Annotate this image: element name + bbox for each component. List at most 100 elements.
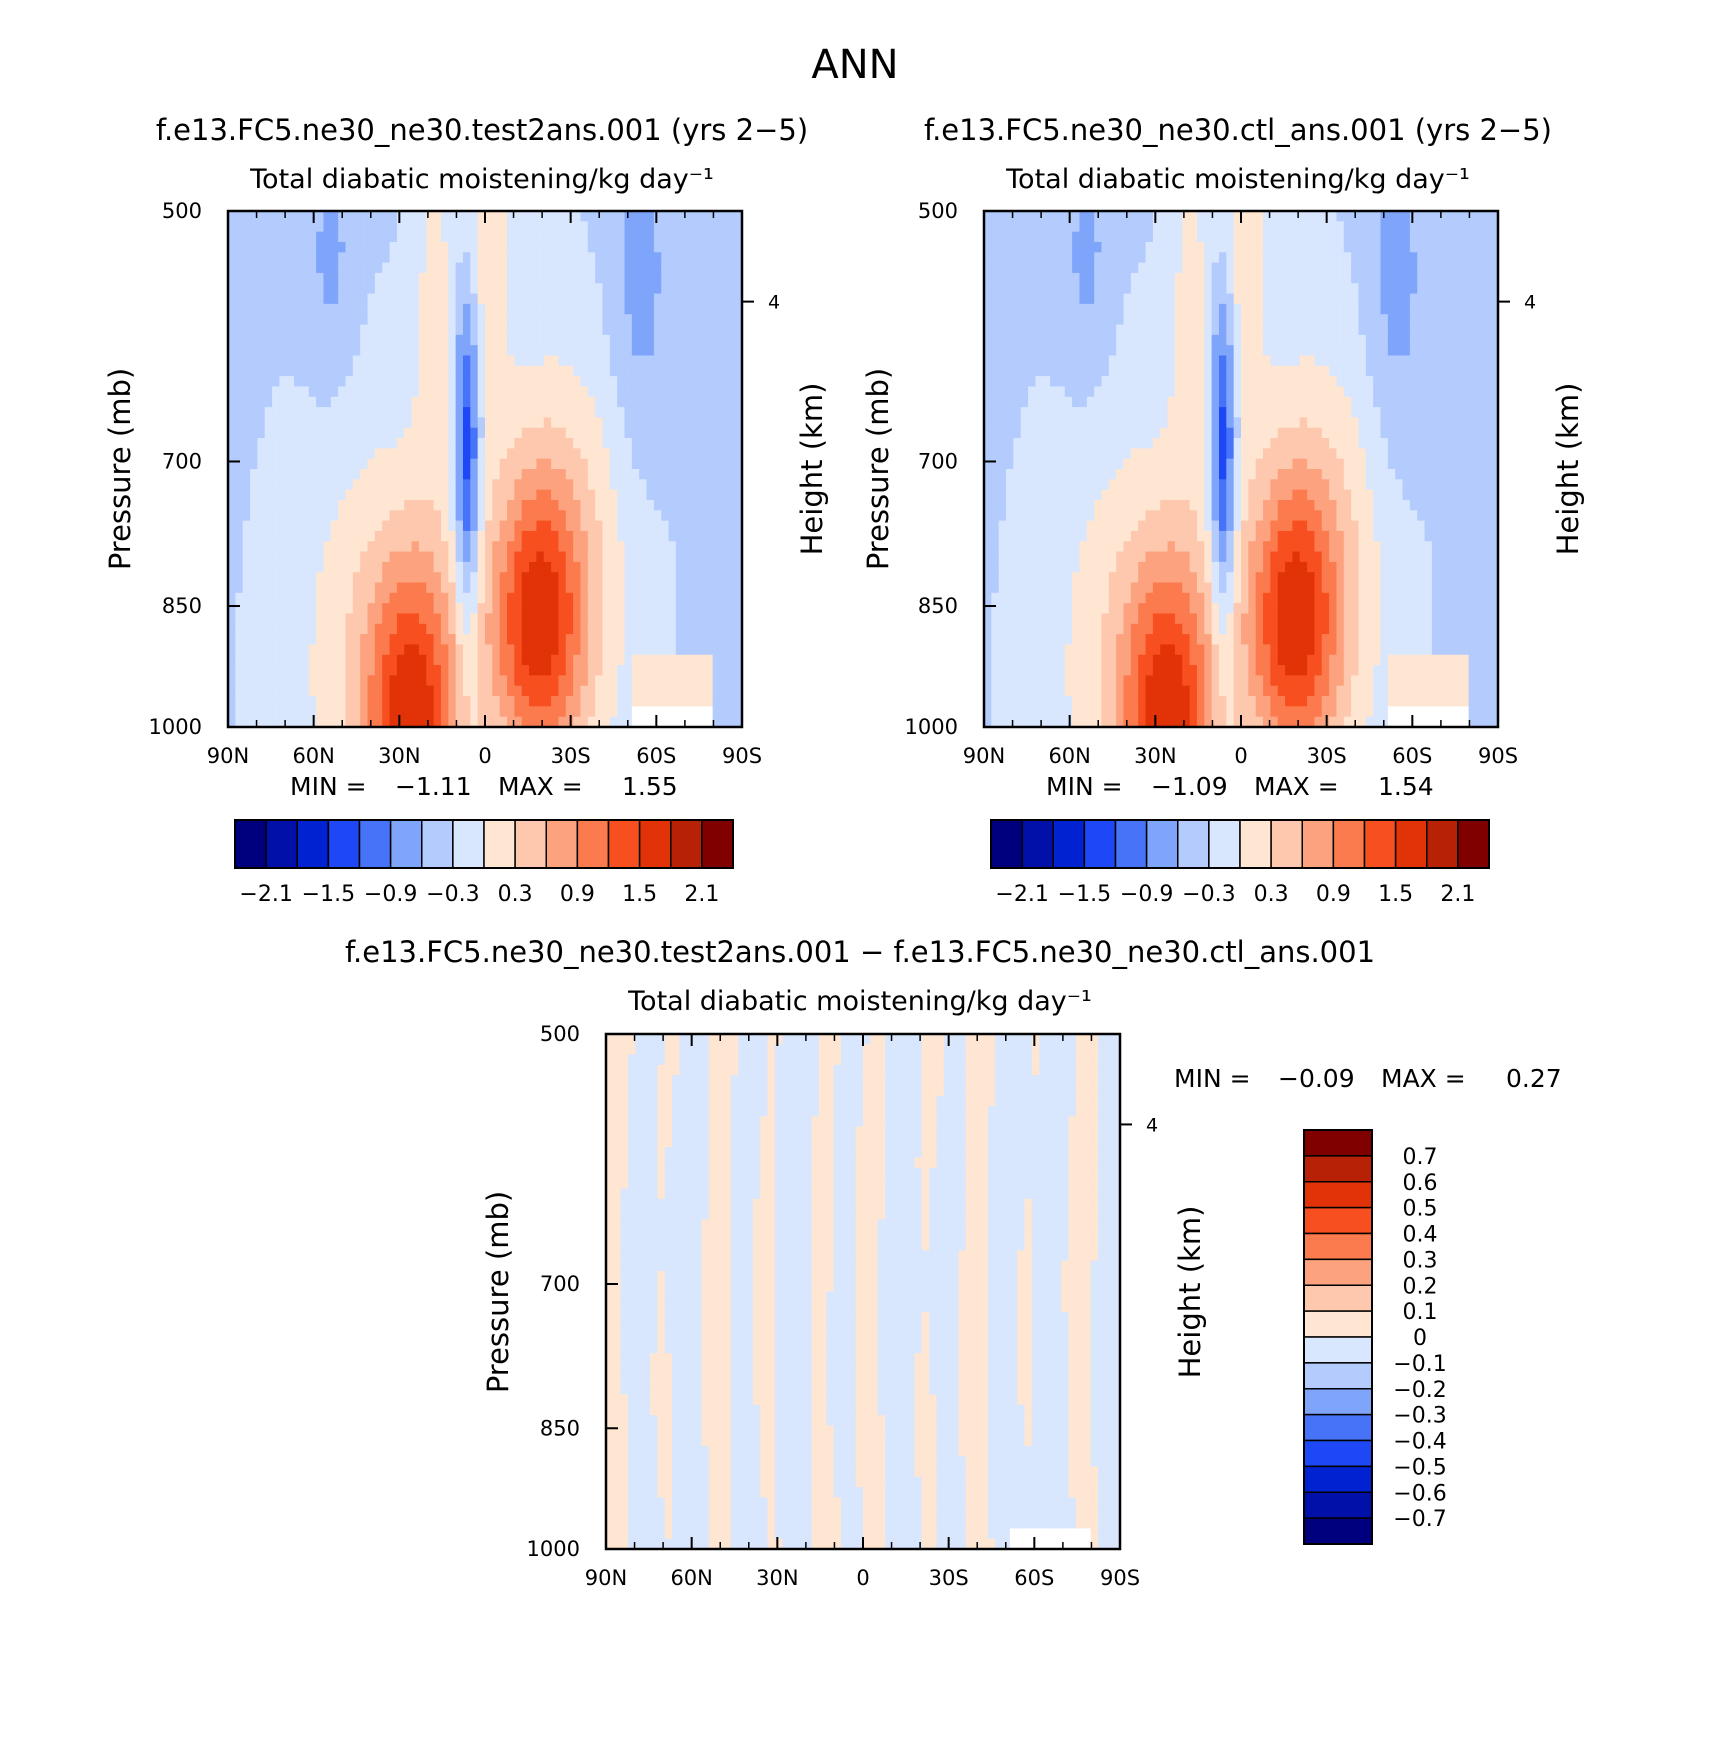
field-cell bbox=[462, 716, 471, 728]
field-cell bbox=[308, 283, 317, 295]
field-cell bbox=[1145, 345, 1154, 357]
field-cell bbox=[250, 355, 258, 367]
field-cell bbox=[991, 314, 1000, 326]
field-cell bbox=[580, 654, 589, 666]
field-cell bbox=[1417, 324, 1426, 336]
field-cell bbox=[1123, 252, 1132, 264]
field-cell bbox=[668, 211, 677, 222]
field-cell bbox=[1424, 293, 1433, 305]
field-cell bbox=[734, 417, 743, 429]
field-cell bbox=[492, 303, 501, 315]
field-cell bbox=[1329, 324, 1338, 336]
field-cell bbox=[536, 417, 545, 429]
field-cell bbox=[433, 489, 442, 501]
field-cell bbox=[257, 592, 266, 604]
field-cell bbox=[418, 665, 427, 676]
field-cell bbox=[1431, 334, 1440, 346]
field-cell bbox=[609, 685, 618, 697]
field-cell bbox=[1108, 407, 1117, 418]
field-cell bbox=[257, 231, 266, 243]
field-cell bbox=[1167, 365, 1176, 377]
field-cell bbox=[1028, 355, 1036, 367]
field-cell bbox=[1365, 355, 1374, 367]
field-cell bbox=[455, 572, 464, 584]
field-cell bbox=[1461, 272, 1470, 284]
field-cell bbox=[492, 211, 501, 222]
field-cell bbox=[690, 530, 699, 542]
field-cell bbox=[690, 634, 699, 646]
colorbar-box bbox=[296, 819, 330, 869]
field-cell bbox=[624, 438, 633, 449]
field-cell bbox=[367, 675, 376, 687]
field-cell bbox=[448, 716, 457, 728]
field-cell bbox=[1409, 386, 1418, 398]
field-cell bbox=[330, 675, 339, 687]
field-cell bbox=[485, 572, 493, 584]
field-cell bbox=[1116, 365, 1125, 377]
field-cell bbox=[558, 386, 567, 398]
field-cell bbox=[712, 510, 721, 522]
field-cell bbox=[418, 499, 427, 511]
field-cell bbox=[1108, 283, 1117, 295]
field-cell bbox=[1417, 376, 1426, 388]
field-cell bbox=[448, 314, 457, 326]
field-cell bbox=[602, 211, 611, 222]
field-cell bbox=[631, 561, 640, 573]
field-cell bbox=[455, 644, 464, 656]
field-cell bbox=[1321, 334, 1330, 346]
field-cell bbox=[448, 582, 457, 594]
field-cell bbox=[1189, 355, 1198, 367]
field-cell bbox=[367, 634, 376, 646]
field-cell bbox=[573, 272, 582, 284]
field-cell bbox=[330, 541, 339, 553]
field-cell bbox=[396, 241, 405, 253]
field-cell bbox=[242, 324, 251, 336]
field-cell bbox=[727, 386, 736, 398]
field-cell bbox=[1329, 211, 1338, 222]
field-cell bbox=[536, 427, 545, 439]
field-cell bbox=[330, 283, 339, 295]
field-cell bbox=[286, 561, 295, 573]
field-cell bbox=[727, 376, 736, 388]
field-cell bbox=[529, 427, 537, 439]
field-cell bbox=[235, 314, 244, 326]
field-cell bbox=[352, 572, 361, 584]
field-cell bbox=[529, 221, 537, 233]
field-cell bbox=[1402, 314, 1411, 326]
field-cell bbox=[1057, 334, 1066, 346]
field-cell bbox=[396, 520, 405, 532]
field-cell bbox=[294, 551, 303, 563]
field-cell bbox=[455, 417, 464, 429]
field-cell bbox=[668, 365, 677, 377]
field-cell bbox=[433, 448, 442, 460]
field-cell bbox=[323, 654, 332, 666]
field-cell bbox=[543, 685, 552, 697]
field-cell bbox=[631, 469, 640, 480]
field-cell bbox=[264, 582, 273, 594]
field-cell bbox=[1343, 293, 1352, 305]
field-cell bbox=[587, 706, 596, 718]
field-cell bbox=[242, 696, 251, 707]
field-cell bbox=[1387, 262, 1396, 274]
field-cell bbox=[1277, 324, 1286, 336]
field-cell bbox=[228, 592, 236, 604]
field-cell bbox=[411, 716, 420, 728]
field-cell bbox=[308, 386, 317, 398]
field-cell bbox=[477, 582, 486, 594]
field-cell bbox=[536, 303, 545, 315]
field-cell bbox=[719, 221, 728, 233]
field-cell bbox=[257, 654, 266, 666]
field-cell bbox=[573, 685, 582, 697]
field-cell bbox=[1196, 376, 1205, 388]
field-cell bbox=[507, 716, 515, 728]
field-cell bbox=[1395, 241, 1404, 253]
field-cell bbox=[653, 561, 662, 573]
field-cell bbox=[1094, 252, 1103, 264]
field-cell bbox=[455, 458, 464, 470]
field-cell bbox=[719, 510, 728, 522]
field-cell bbox=[646, 592, 655, 604]
field-cell bbox=[1248, 231, 1257, 243]
field-cell bbox=[1116, 345, 1125, 357]
field-cell bbox=[587, 252, 596, 264]
field-cell bbox=[1402, 262, 1411, 274]
